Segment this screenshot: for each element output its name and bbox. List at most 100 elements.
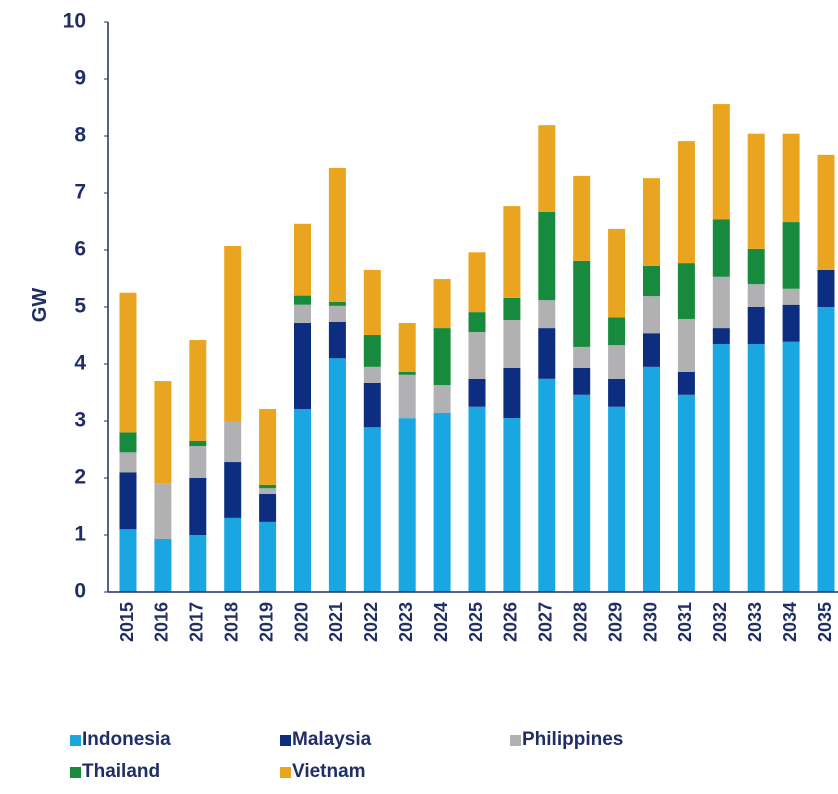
bar-segment: [189, 446, 207, 478]
bar-segment: [189, 478, 207, 535]
bar-segment: [363, 427, 381, 592]
bar-segment: [468, 332, 486, 379]
bar-segment: [677, 141, 695, 264]
x-tick-label: 2016: [152, 602, 172, 642]
bar-segment: [538, 328, 556, 379]
bar-segment: [363, 366, 381, 383]
bar-segment: [259, 521, 277, 592]
bar-segment: [468, 252, 486, 313]
bar-segment: [677, 263, 695, 319]
x-tick-label: 2018: [221, 602, 241, 642]
bar-segment: [608, 378, 626, 407]
bar-segment: [468, 406, 486, 592]
bar-segment: [328, 305, 346, 322]
bar-segment: [363, 269, 381, 335]
bar-segment: [433, 413, 451, 592]
x-tick-label: 2024: [431, 602, 451, 642]
bar-segment: [468, 312, 486, 333]
legend-swatch: [280, 735, 291, 746]
x-tick-label: 2025: [466, 602, 486, 642]
bar-segment: [747, 248, 765, 285]
bar-segment: [119, 472, 137, 530]
bar-segment: [398, 418, 416, 592]
bar-segment: [154, 381, 172, 484]
legend-swatch: [280, 767, 291, 778]
bar-segment: [503, 297, 521, 321]
bar-segment: [643, 296, 660, 334]
x-tick-label: 2028: [570, 602, 590, 642]
x-tick-label: 2020: [291, 602, 311, 642]
bar-segment: [259, 484, 277, 489]
bar-segment: [433, 328, 451, 386]
bar-segment: [154, 538, 172, 592]
y-tick-label: 10: [63, 10, 86, 33]
bar-segment: [503, 320, 521, 368]
bar-segment: [259, 488, 277, 494]
bar-segment: [608, 345, 626, 379]
bar-segment: [712, 276, 730, 329]
bar-segment: [643, 178, 660, 266]
bar-segment: [782, 288, 800, 305]
bar-segment: [817, 269, 835, 307]
bar-segment: [328, 321, 346, 359]
bar-segment: [328, 301, 346, 306]
bar-segment: [363, 382, 381, 428]
y-tick-label: 2: [74, 466, 86, 489]
legend-swatch: [70, 767, 81, 778]
bar-segment: [189, 340, 207, 441]
bar-segment: [538, 300, 556, 329]
x-tick-label: 2033: [745, 602, 765, 642]
bar-segment: [224, 246, 242, 421]
bar-segment: [608, 406, 626, 592]
bar-segment: [328, 358, 346, 592]
bar-segment: [294, 409, 311, 592]
bar-segment: [398, 374, 416, 419]
bar-segment: [573, 367, 591, 395]
x-tick-label: 2032: [710, 602, 730, 642]
bar-segment: [433, 279, 451, 329]
bar-segment: [119, 432, 137, 453]
bar-segment: [294, 295, 311, 305]
bar-segment: [538, 211, 556, 301]
bar-segment: [224, 462, 242, 518]
y-tick-label: 4: [74, 352, 86, 375]
legend-swatch: [510, 735, 521, 746]
x-tick-label: 2029: [605, 602, 625, 642]
x-tick-label: 2030: [640, 602, 660, 642]
x-tick-label: 2023: [396, 602, 416, 642]
x-tick-label: 2026: [501, 602, 521, 642]
bar-segment: [398, 322, 416, 372]
y-tick-label: 1: [74, 523, 86, 546]
y-tick-label: 5: [74, 295, 86, 318]
bar-segment: [677, 318, 695, 372]
x-tick-label: 2015: [117, 602, 137, 642]
bar-segment: [503, 418, 521, 592]
x-tick-label: 2021: [326, 602, 346, 642]
bar-segment: [294, 304, 311, 323]
bar-segment: [259, 493, 277, 522]
bar-segment: [538, 125, 556, 212]
y-tick-label: 9: [74, 67, 86, 90]
y-tick-label: 0: [74, 580, 86, 603]
bar-segment: [782, 341, 800, 592]
bar-segment: [643, 366, 660, 592]
bar-segment: [782, 133, 800, 223]
bar-segment: [573, 394, 591, 592]
bar-segment: [503, 206, 521, 298]
bar-segment: [433, 385, 451, 414]
bar-segment: [189, 535, 207, 592]
bar-segment: [643, 333, 660, 367]
bar-segment: [747, 284, 765, 307]
bar-segment: [747, 344, 765, 592]
bar-segment: [712, 104, 730, 220]
y-tick-label: 3: [74, 409, 86, 432]
bar-segment: [538, 378, 556, 592]
bar-segment: [573, 346, 591, 368]
y-tick-label: 8: [74, 124, 86, 147]
bar-segment: [224, 421, 242, 463]
bar-segment: [712, 328, 730, 345]
bar-segment: [782, 222, 800, 289]
bar-segment: [677, 371, 695, 395]
